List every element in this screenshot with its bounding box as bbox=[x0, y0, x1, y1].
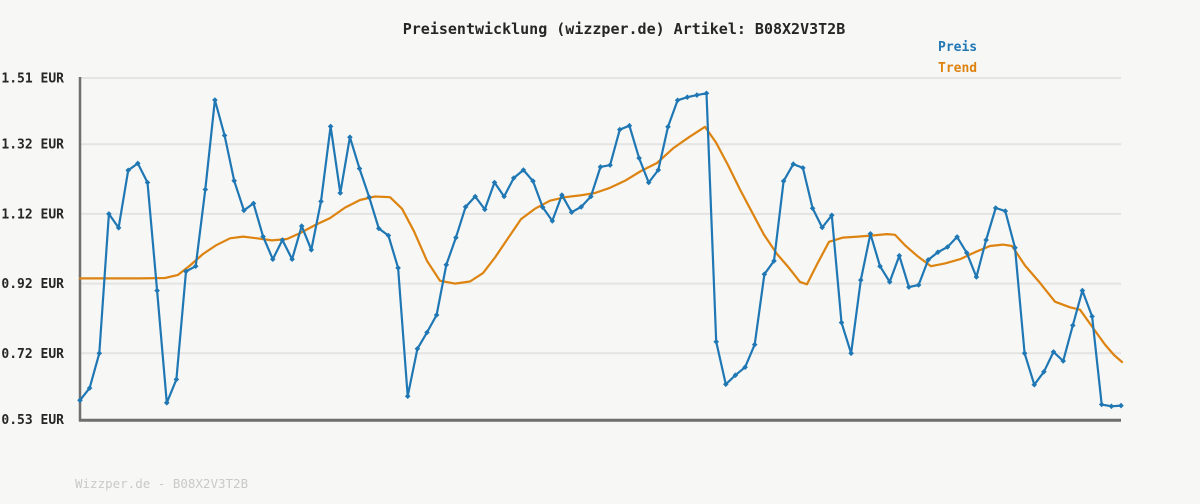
y-tick-label: 0.53 EUR bbox=[1, 413, 64, 428]
y-tick-label: 0.72 EUR bbox=[1, 347, 64, 362]
y-tick-label: 1.32 EUR bbox=[1, 138, 64, 153]
y-tick-label: 1.12 EUR bbox=[1, 207, 64, 222]
chart-title: Preisentwicklung (wizzper.de) Artikel: B… bbox=[403, 20, 846, 38]
footer-watermark: Wizzper.de - B08X2V3T2B bbox=[75, 476, 248, 491]
legend-preis-label: Preis bbox=[938, 40, 977, 55]
y-tick-label: 1.51 EUR bbox=[1, 72, 64, 87]
legend-trend-label: Trend bbox=[938, 61, 977, 76]
y-tick-label: 0.92 EUR bbox=[1, 277, 64, 292]
